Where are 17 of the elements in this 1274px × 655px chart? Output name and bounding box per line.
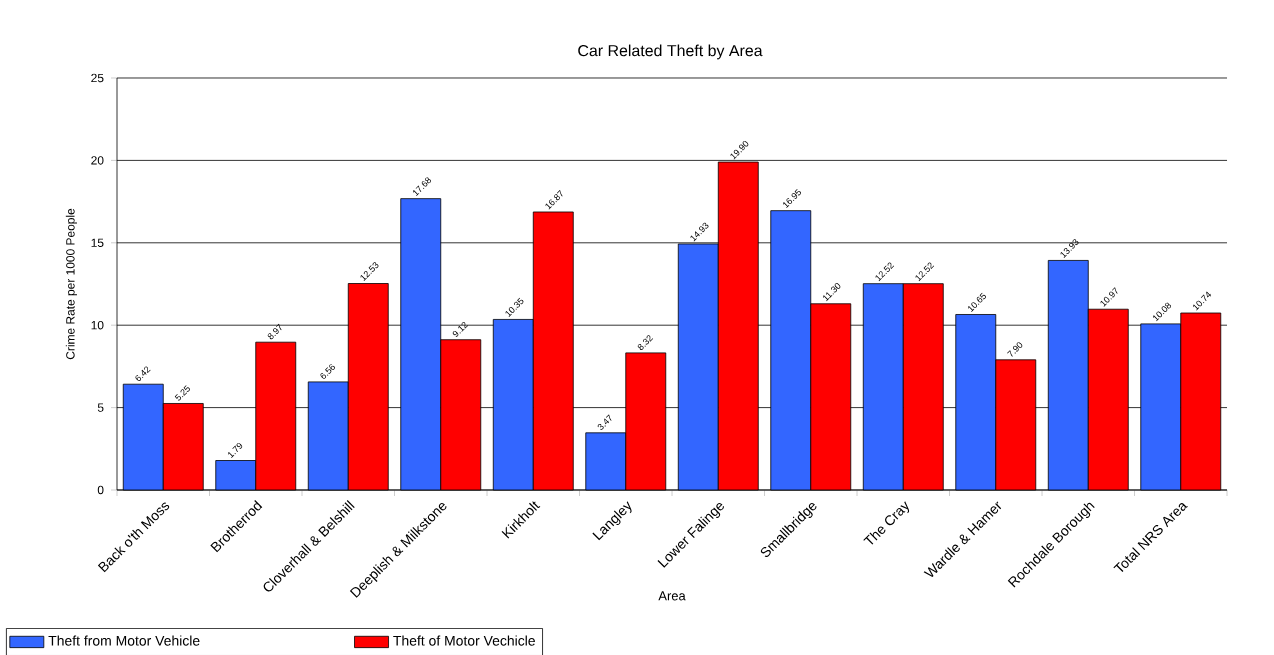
data-label: 7.90 (1007, 342, 1023, 357)
data-label: 9.12 (452, 321, 469, 337)
y-tick-label: 25 (91, 73, 104, 83)
legend-label: Theft of Motor Vechicle (393, 635, 535, 646)
y-axis-title: Crime Rate per 1000 People (65, 208, 77, 360)
y-tick-label: 20 (91, 156, 104, 165)
data-label: 1.79 (228, 442, 243, 458)
y-tick-label: 15 (91, 238, 104, 247)
data-label: 8.32 (637, 335, 654, 350)
data-label: 6.56 (320, 364, 335, 379)
data-label: 6.42 (135, 366, 151, 381)
y-tick-label: 10 (91, 320, 104, 330)
chart-title: Car Related Theft by Area (578, 44, 763, 60)
x-axis-title: Area (658, 591, 686, 601)
y-tick-label: 5 (97, 403, 104, 412)
legend-label: Theft from Motor Vehicle (48, 635, 200, 646)
y-tick-label: 0 (97, 485, 104, 495)
